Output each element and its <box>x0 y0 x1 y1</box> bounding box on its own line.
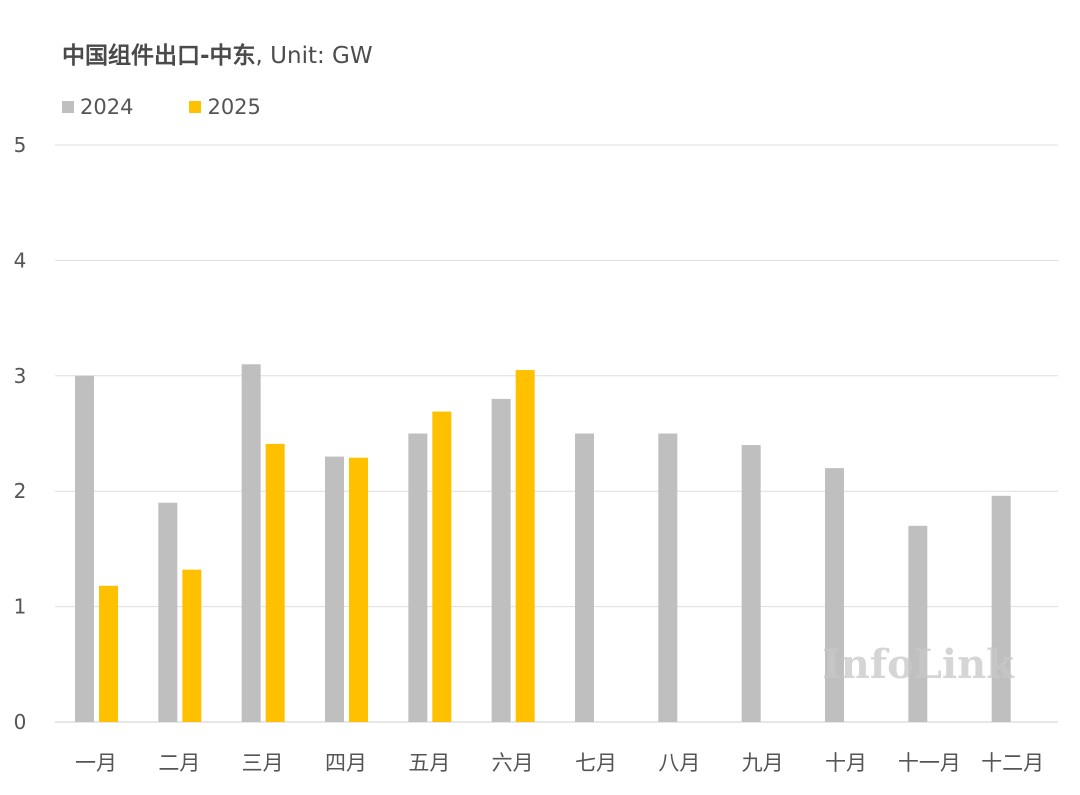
legend-label-2025: 2025 <box>207 95 261 119</box>
chart-title: 中国组件出口-中东, Unit: GW <box>62 36 373 70</box>
x-category-label: 五月 <box>408 751 450 775</box>
bar-2025-2 <box>182 569 202 722</box>
bar-2025-1 <box>99 585 118 722</box>
x-category-label: 十月 <box>825 751 867 775</box>
x-category-label: 七月 <box>575 751 617 775</box>
bar-2024-4 <box>325 456 344 722</box>
x-category-label: 八月 <box>658 751 700 775</box>
x-category-label: 四月 <box>325 751 367 775</box>
legend-swatch-2024 <box>62 101 74 113</box>
chart-title-unit: , Unit: GW <box>255 43 373 69</box>
y-tick-label: 3 <box>14 364 27 388</box>
bar-2024-2 <box>158 502 178 722</box>
x-category-label: 六月 <box>492 751 534 775</box>
bar-2024-9 <box>741 445 761 722</box>
bar-2024-6 <box>491 398 511 722</box>
bar-2025-4 <box>349 457 368 722</box>
bar-2024-12 <box>991 495 1011 722</box>
y-tick-label: 5 <box>14 133 27 157</box>
x-category-label: 一月 <box>75 751 117 775</box>
x-category-label: 二月 <box>158 751 200 775</box>
x-category-label: 十二月 <box>981 751 1044 775</box>
y-tick-label: 0 <box>14 710 27 734</box>
y-tick-label: 4 <box>14 248 27 272</box>
bar-2024-11 <box>908 525 928 722</box>
bar-2024-5 <box>408 433 428 722</box>
x-category-labels: 一月 二月 三月 四月 五月 六月 七月 八月 九月 十月 十一月 十二月 <box>75 751 1044 775</box>
bar-2024-1 <box>75 375 94 722</box>
x-category-label: 三月 <box>242 751 284 775</box>
bar-2024-10 <box>825 468 844 722</box>
y-tick-label: 2 <box>14 479 27 503</box>
bar-2024-8 <box>658 433 678 722</box>
legend-label-2024: 2024 <box>80 95 134 119</box>
legend-swatch-2025 <box>189 101 202 113</box>
bar-2025-5 <box>432 411 452 722</box>
bar-2025-6 <box>515 370 535 722</box>
y-tick-label: 1 <box>14 595 27 619</box>
gridlines <box>55 144 1058 723</box>
bar-2024-3 <box>241 364 261 722</box>
legend-item-2024: 2024 <box>62 95 133 119</box>
chart-title-main: 中国组件出口-中东 <box>62 43 256 69</box>
x-category-label: 九月 <box>742 751 784 775</box>
bar-2024-7 <box>575 433 594 722</box>
bar-2025-3 <box>265 443 285 722</box>
bars <box>75 364 1011 722</box>
watermark: InfoLink <box>822 641 1015 688</box>
legend: 2024 2025 <box>62 95 261 119</box>
legend-item-2025: 2025 <box>189 95 261 119</box>
y-tick-labels: 0 1 2 3 4 5 <box>14 133 27 734</box>
x-category-label: 十一月 <box>898 751 961 775</box>
